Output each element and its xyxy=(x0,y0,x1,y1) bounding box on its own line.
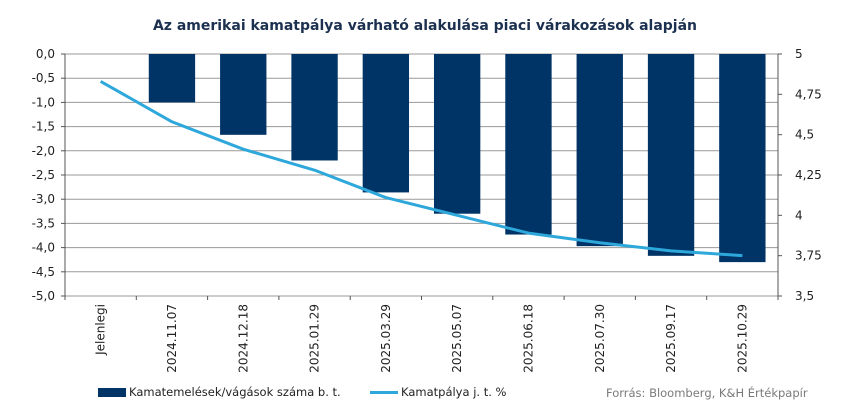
legend-label-line: Kamatpálya j. t. % xyxy=(401,385,507,399)
left-tick-label: -0,5 xyxy=(32,71,55,85)
x-tick-label: 2024.11.07 xyxy=(165,304,179,373)
source-note: Forrás: Bloomberg, K&H Értékpapír xyxy=(606,386,808,400)
x-tick-label: 2025.10.29 xyxy=(735,304,749,373)
left-tick-label: 0,0 xyxy=(36,47,55,61)
left-tick-label: -4,5 xyxy=(32,265,55,279)
bar-2025.01.29 xyxy=(291,54,338,161)
bar-2025.07.30 xyxy=(576,54,623,247)
left-tick-label: -4,0 xyxy=(32,241,55,255)
right-tick-label: 5 xyxy=(795,47,803,61)
right-tick-label: 4,25 xyxy=(795,168,822,182)
left-tick-label: -1,0 xyxy=(32,95,55,109)
right-tick-label: 4,75 xyxy=(795,87,822,101)
left-tick-label: -1,5 xyxy=(32,120,55,134)
bar-2025.03.29 xyxy=(362,54,410,193)
legend-item-bars: Kamatemelések/vágások száma b. t. xyxy=(98,385,341,399)
legend-label-bars: Kamatemelések/vágások száma b. t. xyxy=(129,385,341,399)
left-tick-label: -3,5 xyxy=(32,216,55,230)
x-tick-label: 2024.12.18 xyxy=(236,304,250,373)
left-tick-label: -2,5 xyxy=(32,168,55,182)
x-tick-label: 2025.01.29 xyxy=(308,304,322,373)
chart-title: Az amerikai kamatpálya várható alakulása… xyxy=(152,18,698,34)
legend-swatch-bars xyxy=(98,387,126,397)
left-tick-label: -3,0 xyxy=(32,192,55,206)
bar-2024.11.07 xyxy=(148,54,196,103)
legend-item-line: Kamatpálya j. t. % xyxy=(370,385,506,399)
x-tick-label: 2025.09.17 xyxy=(664,304,678,373)
legend-swatch-line xyxy=(370,390,398,394)
left-tick-label: -5,0 xyxy=(32,289,55,303)
bar-2025.05.07 xyxy=(433,54,481,214)
x-tick-label: 2025.06.18 xyxy=(521,304,535,373)
line-series-kamatpalya xyxy=(99,80,743,258)
bar-2025.09.17 xyxy=(647,54,695,256)
right-tick-label: 3,75 xyxy=(795,249,822,263)
bar-2025.06.18 xyxy=(505,54,552,235)
x-tick-label: 2025.03.29 xyxy=(379,304,393,373)
bar-2025.10.29 xyxy=(719,54,766,263)
right-tick-label: 4 xyxy=(795,208,803,222)
right-tick-label: 4,5 xyxy=(795,128,814,142)
left-tick-label: -2,0 xyxy=(32,144,55,158)
x-tick-label: 2025.07.30 xyxy=(593,304,607,373)
x-tick-label: 2025.05.07 xyxy=(450,304,464,373)
right-tick-label: 3,5 xyxy=(795,289,814,303)
x-tick-label: Jelenlegi xyxy=(94,304,108,356)
bar-2024.12.18 xyxy=(220,54,267,135)
